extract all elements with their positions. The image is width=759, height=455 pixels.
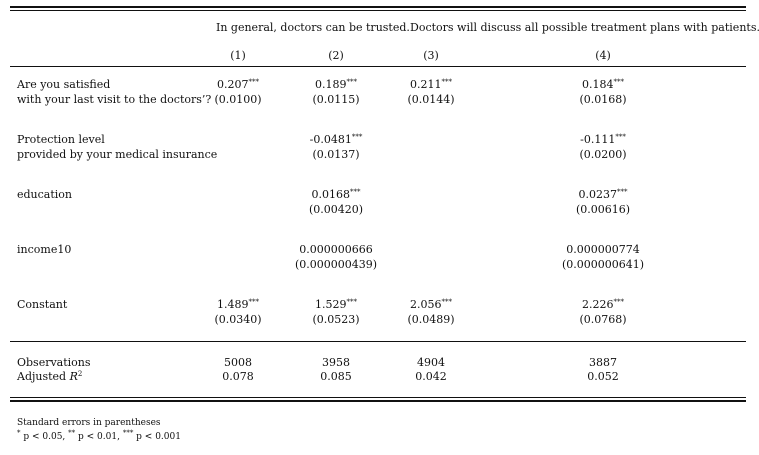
row-label-constant: Constant — [17, 298, 68, 311]
se-cell: (0.0200) — [579, 148, 627, 161]
se-cell: (0.000000641) — [561, 258, 645, 271]
se-cell: (0.00420) — [308, 203, 364, 216]
coef-cell: 0.000000666 — [299, 243, 373, 256]
se-cell: (0.0340) — [214, 313, 262, 326]
adjusted-r2-label: Adjusted R2 — [17, 370, 83, 383]
coef-cell: 0.189*** — [315, 78, 357, 91]
coef-cell: 1.529*** — [315, 298, 357, 311]
coef-cell: 0.184*** — [582, 78, 624, 91]
group1-title: In general, doctors can be trusted. — [216, 21, 410, 34]
col-number-1: (1) — [230, 49, 246, 62]
row-label-education: education — [17, 188, 72, 201]
se-cell: (0.000000439) — [294, 258, 378, 271]
se-cell: (0.0489) — [407, 313, 455, 326]
body-rule — [10, 341, 746, 342]
adjusted-r2-cell: 0.085 — [320, 370, 352, 383]
observations-cell: 3887 — [589, 356, 617, 369]
col-number-4: (4) — [595, 49, 611, 62]
bottom-rule-outer — [10, 400, 746, 402]
coef-cell: 0.0237*** — [578, 188, 628, 201]
observations-cell: 3958 — [322, 356, 350, 369]
row-label-protection-1: Protection level — [17, 133, 105, 146]
coef-cell: 0.000000774 — [566, 243, 640, 256]
col-number-3: (3) — [423, 49, 439, 62]
coef-cell: 0.207*** — [217, 78, 259, 91]
top-rule-outer — [10, 6, 746, 8]
coef-cell: -0.111*** — [580, 133, 626, 146]
se-cell: (0.0768) — [579, 313, 627, 326]
group2-title: Doctors will discuss all possible treatm… — [410, 21, 759, 34]
top-rule-inner — [10, 10, 746, 11]
se-cell: (0.0100) — [214, 93, 262, 106]
coef-cell: 1.489*** — [217, 298, 259, 311]
footnote-standard-errors: Standard errors in parentheses — [17, 418, 161, 428]
row-label-satisfied-1: Are you satisfied — [17, 78, 111, 91]
se-cell: (0.0115) — [312, 93, 360, 106]
se-cell: (0.0144) — [407, 93, 455, 106]
coef-cell: 2.226*** — [582, 298, 624, 311]
bottom-rule-inner — [10, 397, 746, 398]
coef-cell: 0.211*** — [410, 78, 452, 91]
se-cell: (0.00616) — [575, 203, 631, 216]
se-cell: (0.0137) — [312, 148, 360, 161]
row-label-protection-2: provided by your medical insurance — [17, 148, 218, 161]
se-cell: (0.0523) — [312, 313, 360, 326]
row-label-income10: income10 — [17, 243, 72, 256]
col-number-2: (2) — [328, 49, 344, 62]
observations-cell: 5008 — [224, 356, 252, 369]
coef-cell: 0.0168*** — [311, 188, 361, 201]
adjusted-r2-cell: 0.052 — [587, 370, 619, 383]
coef-cell: -0.0481*** — [309, 133, 363, 146]
footnote-significance: * p < 0.05, ** p < 0.01, *** p < 0.001 — [17, 429, 181, 443]
adjusted-r2-cell: 0.042 — [415, 370, 447, 383]
observations-cell: 4904 — [417, 356, 445, 369]
row-label-satisfied-2: with your last visit to the doctors’? — [17, 93, 212, 106]
coef-cell: 2.056*** — [410, 298, 452, 311]
se-cell: (0.0168) — [579, 93, 627, 106]
observations-label: Observations — [17, 356, 91, 369]
header-rule — [10, 66, 746, 67]
adjusted-r2-cell: 0.078 — [222, 370, 254, 383]
